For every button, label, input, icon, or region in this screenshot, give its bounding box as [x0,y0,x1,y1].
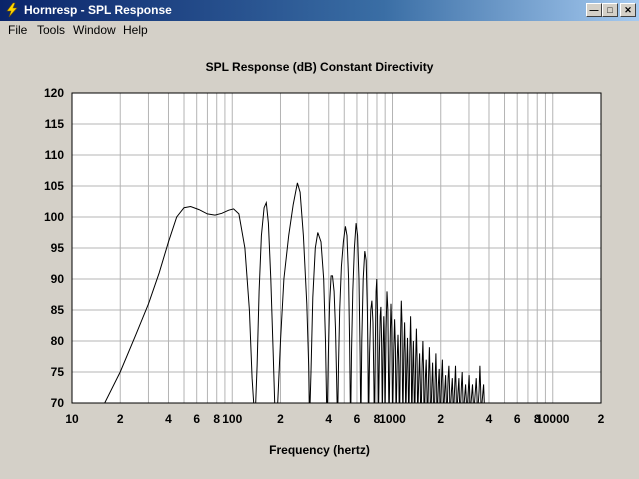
y-tick-label: 95 [51,241,65,255]
minimize-button[interactable]: — [586,3,602,17]
y-tick-label: 70 [51,396,65,410]
spl-curve [104,182,485,404]
x-tick-label: 2 [437,412,444,426]
x-tick-label: 1000 [379,412,406,426]
lightning-bolt-icon [6,2,18,18]
y-tick-label: 110 [45,148,65,162]
x-tick-label: 4 [165,412,172,426]
maximize-button[interactable]: □ [602,3,618,17]
y-tick-label: 105 [44,179,64,193]
plot-frame [71,92,602,404]
menu-file[interactable]: File [8,23,28,37]
y-tick-label: 100 [44,210,64,224]
window-title: Hornresp - SPL Response [24,3,172,17]
y-tick-label: 115 [45,117,65,131]
x-tick-label: 4 [486,412,493,426]
x-tick-label: 8 [213,412,220,426]
x-axis-label: Frequency (hertz) [269,443,370,457]
x-tick-label: 6 [354,412,361,426]
chart-title: SPL Response (dB) Constant Directivity [205,60,434,74]
x-tick-label: 8 [374,412,381,426]
y-tick-label: 120 [44,86,64,100]
minimize-icon: — [589,5,599,15]
title-bar[interactable]: Hornresp - SPL Response — □ ✕ [0,0,639,21]
x-tick-label: 4 [325,412,332,426]
x-tick-label: 6 [193,412,200,426]
x-tick-label: 2 [117,412,124,426]
x-tick-label: 2 [598,412,605,426]
y-tick-label: 85 [51,303,65,317]
x-tick-label: 10 [65,412,79,426]
y-tick-label: 75 [51,365,65,379]
x-tick-label: 2 [277,412,284,426]
x-tick-label: 6 [514,412,521,426]
menu-bar: File Tools Window Help [0,21,639,40]
y-tick-label: 80 [51,334,65,348]
menu-window[interactable]: Window [73,23,116,37]
menu-tools[interactable]: Tools [37,23,66,37]
x-tick-label: 8 [534,412,541,426]
close-button[interactable]: ✕ [620,3,636,17]
x-tick-label: 10000 [536,412,570,426]
y-tick-label: 90 [51,272,65,286]
close-icon: ✕ [624,5,632,15]
x-tick-label: 100 [222,412,242,426]
maximize-icon: □ [607,5,613,15]
menu-help[interactable]: Help [123,23,148,37]
y-axis-ticks: 120 115 110 105 100 95 90 85 80 75 70 [44,86,64,410]
